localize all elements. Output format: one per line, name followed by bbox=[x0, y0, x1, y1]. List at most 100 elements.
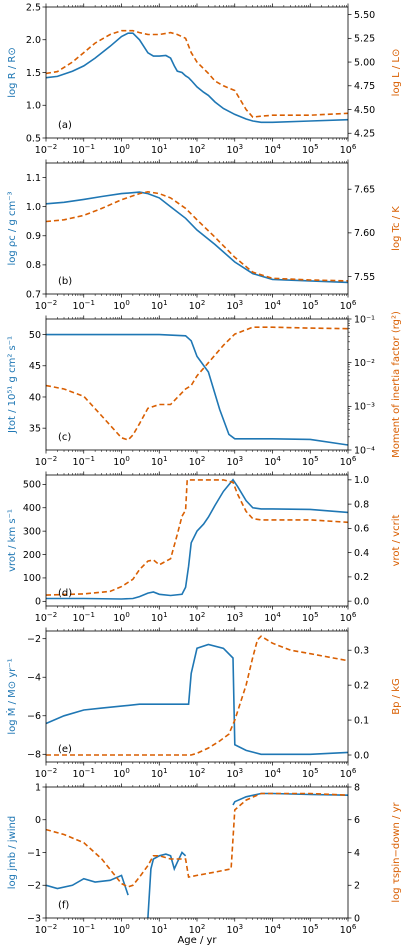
right-tick-label: 0.0 bbox=[354, 596, 369, 607]
right-tick-label: 4.75 bbox=[354, 81, 375, 92]
x-tick-label: 106 bbox=[340, 767, 357, 780]
left-tick-label: 0.7 bbox=[26, 289, 41, 300]
right-axis: 4.25 4.50 4.75 5.00 5.25 5.50 log L / L⊙ bbox=[348, 10, 402, 140]
left-tick-label: 1.0 bbox=[26, 101, 41, 112]
plot-frame bbox=[45, 786, 349, 919]
right-axis-label: Moment of inertia factor (rg²) bbox=[391, 311, 402, 458]
panel-label: (f) bbox=[58, 900, 69, 911]
x-tick-label: 102 bbox=[189, 767, 206, 780]
panel-label: (d) bbox=[58, 588, 72, 599]
x-tick-label: 10−1 bbox=[73, 767, 95, 780]
left-tick-label: 0.8 bbox=[26, 260, 41, 271]
x-tick-label: 105 bbox=[302, 767, 319, 780]
x-tick-label: 105 bbox=[302, 455, 319, 468]
left-tick-label: −6 bbox=[27, 711, 41, 722]
series-line-blue-0 bbox=[46, 478, 348, 600]
x-tick-label: 10−1 bbox=[73, 299, 95, 312]
right-tick-label: 1.0 bbox=[354, 475, 369, 486]
left-tick-label: 1.0 bbox=[26, 202, 41, 213]
x-tick-label: 104 bbox=[264, 767, 281, 780]
left-tick-label: −4 bbox=[27, 673, 41, 684]
right-axis-label: vrot / vcrit bbox=[391, 515, 402, 567]
panel-c: 10−2 10−1 100 101 102 103 104 105 106 35 40 45 50 Jto… bbox=[7, 311, 402, 468]
series-line-blue-0 bbox=[46, 333, 348, 446]
x-tick-label: 103 bbox=[226, 143, 243, 156]
plot-frame bbox=[45, 162, 349, 295]
panel-d: 10−2 10−1 100 101 102 103 104 105 106 0 100 200 300 4… bbox=[7, 471, 402, 624]
right-tick-label: 8 bbox=[354, 782, 360, 793]
left-axis: 0.7 0.8 0.9 1.0 1.1 log ρc / g cm⁻³ bbox=[7, 173, 46, 300]
right-axis: 0.0 0.1 0.2 0.3 Bp / kG bbox=[348, 646, 402, 761]
x-tick-label: 104 bbox=[264, 923, 281, 936]
right-tick-label: 4.25 bbox=[354, 129, 375, 140]
right-tick-label: 0.3 bbox=[354, 646, 369, 657]
right-tick-label: 0.1 bbox=[354, 715, 369, 726]
series-line-blue-0 bbox=[46, 32, 348, 124]
panel-a: 10−2 10−1 100 101 102 103 104 105 106 0.5 1.0 1.5 2.… bbox=[7, 2, 402, 156]
panel-e: 10−2 10−1 100 101 102 103 104 105 106 −8 −6 −4 −2 log… bbox=[5, 627, 402, 780]
left-axis-label: log ρc / g cm⁻³ bbox=[7, 191, 18, 265]
right-tick-label: 5.25 bbox=[354, 34, 375, 45]
x-tick-label: 102 bbox=[189, 923, 206, 936]
x-tick-label: 105 bbox=[302, 923, 319, 936]
right-tick-label: 10⁻⁴ bbox=[354, 445, 375, 456]
x-tick-label: 106 bbox=[340, 455, 357, 468]
x-ticks: 10−2 10−1 100 101 102 103 104 105 106 bbox=[35, 471, 357, 624]
left-axis-label: vrot / km s⁻¹ bbox=[7, 509, 18, 572]
left-axis-label: log R / R⊙ bbox=[7, 47, 18, 97]
left-tick-label: 200 bbox=[23, 550, 41, 561]
series-line-orange-1 bbox=[46, 190, 348, 282]
right-tick-label: 10⁻¹ bbox=[354, 314, 375, 325]
left-tick-label: 1 bbox=[35, 782, 41, 793]
x-tick-label: 10−2 bbox=[35, 455, 57, 468]
left-tick-label: 100 bbox=[23, 573, 41, 584]
plot-frame bbox=[45, 6, 349, 139]
left-tick-label: 0.9 bbox=[26, 231, 41, 242]
right-tick-label: 7.65 bbox=[354, 185, 375, 196]
x-tick-label: 100 bbox=[113, 611, 130, 624]
left-tick-label: 400 bbox=[23, 503, 41, 514]
x-tick-label: 10−2 bbox=[35, 767, 57, 780]
right-tick-label: 0.4 bbox=[354, 548, 369, 559]
right-tick-label: 0.2 bbox=[354, 680, 369, 691]
panel-f: 10−2 10−1 100 101 102 103 104 105 106 −3 −2 −1 0 1 log… bbox=[7, 782, 402, 936]
right-tick-label: 0.2 bbox=[354, 572, 369, 583]
left-axis-label: log Ṁ / M⊙ yr⁻¹ bbox=[5, 658, 18, 734]
plot-frame bbox=[45, 474, 349, 607]
series-line-blue-2 bbox=[232, 792, 348, 806]
x-tick-label: 105 bbox=[302, 143, 319, 156]
series-line-blue-0 bbox=[46, 874, 129, 896]
x-tick-label: 10−2 bbox=[35, 143, 57, 156]
x-tick-label: 101 bbox=[151, 611, 168, 624]
x-ticks: 10−2 10−1 100 101 102 103 104 105 106 bbox=[35, 783, 357, 936]
x-tick-label: 100 bbox=[113, 299, 130, 312]
series-line-orange-3 bbox=[46, 792, 348, 888]
x-ticks: 10−2 10−1 100 101 102 103 104 105 106 bbox=[35, 627, 357, 780]
left-tick-label: 40 bbox=[29, 392, 41, 403]
panel-label: (e) bbox=[58, 744, 72, 755]
x-tick-label: 102 bbox=[189, 299, 206, 312]
x-tick-label: 103 bbox=[226, 611, 243, 624]
right-tick-label: 4.50 bbox=[354, 105, 375, 116]
right-axis: 0 2 4 6 8 log τspin−down / yr bbox=[348, 782, 402, 924]
x-tick-label: 104 bbox=[264, 611, 281, 624]
right-tick-label: 5.00 bbox=[354, 57, 375, 68]
panel-label: (b) bbox=[58, 276, 72, 287]
panel-label: (a) bbox=[58, 120, 72, 131]
right-axis-label: log Tc / K bbox=[391, 206, 402, 251]
x-tick-label: 101 bbox=[151, 455, 168, 468]
x-tick-label: 100 bbox=[113, 923, 130, 936]
x-tick-label: 100 bbox=[113, 143, 130, 156]
left-tick-label: −1 bbox=[27, 848, 41, 859]
left-axis: −3 −2 −1 0 1 log jmb / jwind bbox=[7, 782, 46, 924]
x-tick-label: 105 bbox=[302, 299, 319, 312]
left-axis-label: log jmb / jwind bbox=[7, 816, 18, 889]
x-tick-label: 106 bbox=[340, 299, 357, 312]
x-tick-label: 10−1 bbox=[73, 143, 95, 156]
x-tick-label: 103 bbox=[226, 455, 243, 468]
x-ticks: 10−2 10−1 100 101 102 103 104 105 106 bbox=[35, 315, 357, 468]
panel-b: 10−2 10−1 100 101 102 103 104 105 106 0.7 0.8 0.9 1.… bbox=[7, 159, 402, 312]
right-tick-label: 0.6 bbox=[354, 524, 369, 535]
left-tick-label: 0 bbox=[35, 597, 41, 608]
